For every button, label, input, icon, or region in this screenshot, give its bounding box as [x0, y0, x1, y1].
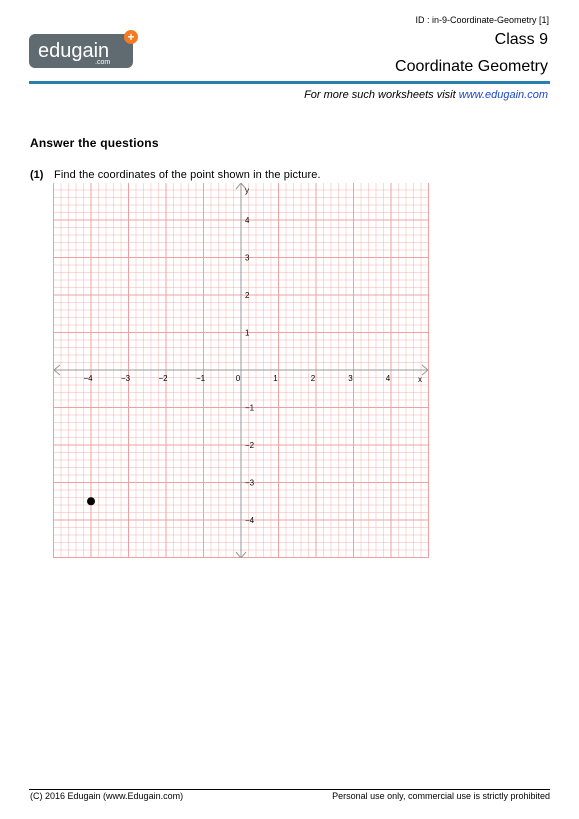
x-axis-arrow-right: [421, 364, 429, 376]
x-tick-label: −4: [83, 374, 93, 383]
x-tick-label: −1: [196, 374, 206, 383]
x-tick-label: 3: [348, 374, 353, 383]
question-text: Find the coordinates of the point shown …: [54, 169, 321, 181]
y-tick-label: −1: [245, 404, 255, 413]
y-tick-label: 3: [245, 254, 250, 263]
tagline-text: For more such worksheets visit: [304, 89, 459, 101]
footer-copyright: (C) 2016 Edugain (www.Edugain.com): [30, 791, 184, 801]
y-axis-arrow-down: [235, 551, 247, 558]
y-tick-label: 1: [245, 329, 250, 338]
y-tick-label: 4: [245, 216, 250, 225]
y-tick-label: −4: [245, 516, 255, 525]
x-tick-label: 2: [311, 374, 316, 383]
header-divider: [29, 81, 550, 84]
tagline: For more such worksheets visit www.eduga…: [304, 89, 548, 101]
x-tick-label: 1: [273, 374, 278, 383]
y-axis-label: y: [245, 186, 249, 195]
tick-labels: −4 −3 −2 −1 0 1 2 3 4 4 3 2 1 −1 −2 −3 −4 x y: [83, 186, 422, 525]
y-axis-arrow-up: [235, 183, 247, 190]
subject-title: Coordinate Geometry: [395, 58, 548, 75]
svg-text:+: +: [127, 30, 134, 44]
y-tick-label: −3: [245, 479, 255, 488]
question-number: (1): [30, 169, 44, 181]
axes: [53, 183, 429, 558]
coordinate-grid-chart: −4 −3 −2 −1 0 1 2 3 4 4 3 2 1 −1 −2 −3 −4 x y: [53, 183, 429, 558]
svg-text:.com: .com: [95, 59, 110, 66]
data-points: [87, 497, 95, 506]
edugain-logo: edugain .com +: [29, 30, 138, 68]
x-tick-label: −2: [158, 374, 168, 383]
document-id: ID : in-9-Coordinate-Geometry [1]: [415, 15, 549, 25]
x-tick-label: −3: [121, 374, 131, 383]
footer-notice: Personal use only, commercial use is str…: [332, 791, 550, 801]
x-tick-label: 4: [386, 374, 391, 383]
x-tick-label: 0: [236, 374, 241, 383]
svg-text:edugain: edugain: [38, 40, 109, 62]
footer-divider: [29, 789, 550, 790]
plotted-point: [87, 497, 95, 506]
section-title: Answer the questions: [30, 136, 159, 150]
x-axis-arrow-left: [53, 364, 61, 376]
x-axis-label: x: [418, 375, 422, 384]
class-title: Class 9: [494, 31, 548, 48]
website-link[interactable]: www.edugain.com: [458, 89, 548, 101]
y-tick-label: 2: [245, 291, 250, 300]
y-tick-label: −2: [245, 441, 255, 450]
